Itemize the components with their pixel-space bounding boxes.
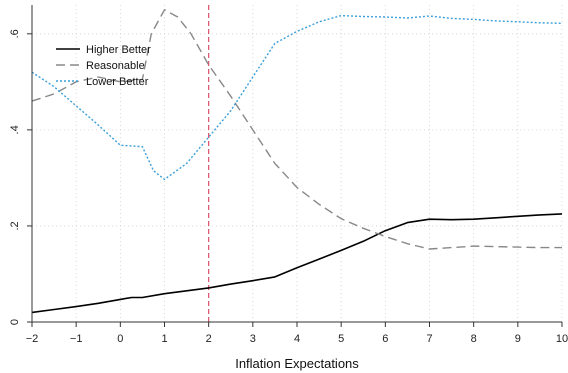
x-tick-label: 7: [426, 333, 432, 345]
x-tick-label: 10: [556, 333, 568, 345]
x-tick-label: 0: [117, 333, 123, 345]
x-tick-label: 2: [206, 333, 212, 345]
axes: −2 −1 0 1 2 3 4 5 6 7 8 9 10 0 .2 .4 .6: [9, 5, 568, 345]
x-tick-label: −1: [70, 333, 83, 345]
x-axis-title: Inflation Expectations: [235, 356, 359, 371]
legend-label-reasonable: Reasonable: [86, 60, 145, 72]
x-tick-label: 9: [515, 333, 521, 345]
y-tick-label: .2: [9, 221, 21, 230]
legend: Higher Better Reasonable Lower Better: [56, 44, 151, 88]
x-tick-label: 6: [382, 333, 388, 345]
x-tick-label: 4: [294, 333, 300, 345]
x-tick-label: 1: [161, 333, 167, 345]
y-tick-label: 0: [9, 319, 21, 325]
legend-label-higher-better: Higher Better: [86, 44, 151, 56]
x-tick-label: 3: [250, 333, 256, 345]
series-line-reasonable: [31, 9, 562, 250]
x-tick-label: −2: [26, 333, 39, 345]
x-tick-label: 5: [338, 333, 344, 345]
legend-label-lower-better: Lower Better: [86, 76, 149, 88]
y-tick-label: .6: [9, 29, 21, 38]
y-tick-label: .4: [9, 125, 21, 134]
series-group: [31, 9, 563, 314]
series-line-higher-better: [31, 213, 563, 314]
x-tick-label: 8: [471, 333, 477, 345]
